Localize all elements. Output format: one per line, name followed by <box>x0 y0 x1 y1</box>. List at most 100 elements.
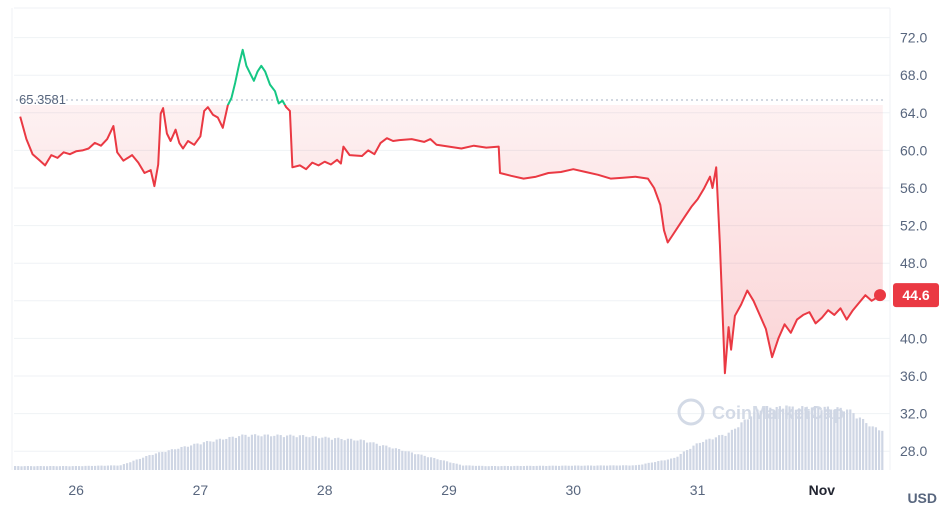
volume-bar <box>378 445 381 470</box>
volume-bar <box>474 465 477 470</box>
y-axis: 72.068.064.060.056.052.048.044.040.036.0… <box>900 30 927 460</box>
y-tick-label: 68.0 <box>900 67 927 83</box>
volume-bar <box>830 409 833 470</box>
volume-bar <box>190 445 193 470</box>
volume-bar <box>436 459 439 470</box>
volume-bar <box>868 426 871 470</box>
volume-bar <box>410 452 413 470</box>
volume-bar <box>174 449 177 470</box>
volume-bar <box>90 465 93 470</box>
volume-bar <box>858 417 861 470</box>
volume-bar <box>385 445 388 470</box>
volume-bar <box>766 406 769 470</box>
volume-bar <box>580 465 583 470</box>
x-tick-label: 29 <box>441 482 457 498</box>
volume-bar <box>558 465 561 470</box>
volume-bar <box>836 407 839 470</box>
volume-bar <box>663 460 666 470</box>
volume-bar <box>849 409 852 470</box>
volume-bar <box>324 436 327 470</box>
volume-bar <box>567 465 570 470</box>
volume-bar <box>295 437 298 470</box>
volume-bar <box>775 406 778 470</box>
volume-bar <box>577 465 580 470</box>
volume-bar <box>161 451 164 470</box>
volume-bar <box>839 407 842 470</box>
volume-bar <box>346 438 349 470</box>
volume-bar <box>478 465 481 470</box>
volume-bar <box>538 465 541 470</box>
volume-bar <box>202 442 205 470</box>
y-tick-label: 48.0 <box>900 255 927 271</box>
volume-bar <box>740 422 743 470</box>
volume-bar <box>583 465 586 470</box>
volume-bar <box>340 438 343 470</box>
volume-bar <box>279 435 282 470</box>
volume-bar <box>231 436 234 470</box>
volume-bar <box>673 457 676 470</box>
volume-bar <box>810 407 813 470</box>
x-tick-label: 26 <box>68 482 84 498</box>
volume-bar <box>62 466 65 470</box>
volume-bar <box>78 466 81 470</box>
volume-bar <box>154 453 157 470</box>
volume-bar <box>465 465 468 470</box>
reference-price-label: 65.3581 <box>19 92 66 107</box>
volume-bar <box>871 426 874 470</box>
volume-bar <box>439 460 442 470</box>
volume-bar <box>110 465 113 470</box>
price-line-below-reference <box>19 105 884 375</box>
volume-bar <box>846 409 849 470</box>
volume-bar <box>298 435 301 470</box>
volume-bar <box>84 465 87 470</box>
volume-bar <box>695 443 698 470</box>
volume-bar <box>743 419 746 470</box>
volume-bar <box>433 457 436 470</box>
currency-label: USD <box>907 490 937 506</box>
volume-bar <box>244 434 247 470</box>
volume-bar <box>609 465 612 470</box>
volume-bar <box>151 454 154 470</box>
x-tick-label: Nov <box>809 482 836 498</box>
volume-bar <box>334 438 337 470</box>
volume-bar <box>814 406 817 470</box>
volume-bar <box>670 458 673 470</box>
volume-bar <box>730 429 733 470</box>
volume-bar <box>289 434 292 470</box>
volume-bar <box>676 456 679 470</box>
volume-bar <box>164 452 167 470</box>
volume-bar <box>68 466 71 470</box>
volume-bar <box>359 439 362 470</box>
volume-bar <box>778 406 781 470</box>
volume-bar <box>481 465 484 470</box>
volume-bar <box>519 465 522 470</box>
volume-bar <box>503 465 506 470</box>
volume-bar <box>196 443 199 470</box>
volume-bar <box>122 464 125 470</box>
volume-bar <box>442 460 445 470</box>
volume-bar <box>135 459 138 470</box>
x-tick-label: 30 <box>565 482 581 498</box>
volume-bar <box>689 448 692 470</box>
volume-bar <box>618 465 621 470</box>
volume-bar <box>337 437 340 470</box>
volume-bar <box>148 455 151 470</box>
volume-bar <box>570 465 573 470</box>
volume-bar <box>260 436 263 470</box>
volume-bar <box>94 465 97 470</box>
volume-bar <box>874 427 877 470</box>
volume-bar <box>833 409 836 470</box>
volume-bar <box>561 465 564 470</box>
volume-bar <box>842 411 845 470</box>
volume-bar <box>142 457 145 470</box>
volume-bar <box>647 462 650 470</box>
volume-bar <box>119 465 122 470</box>
watermark: CoinMarketCap <box>677 398 844 426</box>
volume-bar <box>522 466 525 470</box>
volume-bar <box>138 458 141 470</box>
volume-bar <box>350 438 353 470</box>
current-price-badge: 44.6 <box>893 283 939 308</box>
volume-bar <box>881 430 884 470</box>
volume-bar <box>266 434 269 470</box>
